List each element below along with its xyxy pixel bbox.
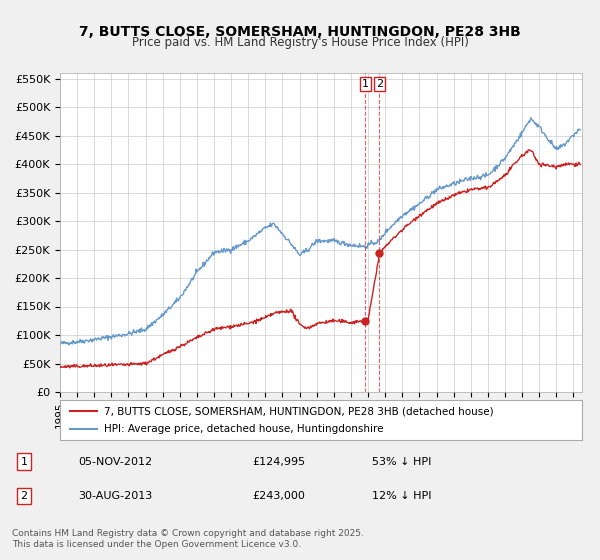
Text: Price paid vs. HM Land Registry's House Price Index (HPI): Price paid vs. HM Land Registry's House …	[131, 36, 469, 49]
Text: 7, BUTTS CLOSE, SOMERSHAM, HUNTINGDON, PE28 3HB (detached house): 7, BUTTS CLOSE, SOMERSHAM, HUNTINGDON, P…	[104, 407, 494, 417]
Text: £124,995: £124,995	[252, 457, 305, 467]
Text: £243,000: £243,000	[252, 491, 305, 501]
Text: 05-NOV-2012: 05-NOV-2012	[78, 457, 152, 467]
Text: 1: 1	[362, 79, 369, 89]
Text: 7, BUTTS CLOSE, SOMERSHAM, HUNTINGDON, PE28 3HB: 7, BUTTS CLOSE, SOMERSHAM, HUNTINGDON, P…	[79, 25, 521, 39]
Text: 12% ↓ HPI: 12% ↓ HPI	[372, 491, 431, 501]
Text: 53% ↓ HPI: 53% ↓ HPI	[372, 457, 431, 467]
Text: HPI: Average price, detached house, Huntingdonshire: HPI: Average price, detached house, Hunt…	[104, 423, 384, 433]
Text: Contains HM Land Registry data © Crown copyright and database right 2025.
This d: Contains HM Land Registry data © Crown c…	[12, 529, 364, 549]
Point	[361, 316, 370, 325]
Text: 1: 1	[20, 457, 28, 467]
Point	[374, 249, 384, 258]
Text: 2: 2	[20, 491, 28, 501]
Text: 30-AUG-2013: 30-AUG-2013	[78, 491, 152, 501]
Text: 2: 2	[376, 79, 383, 89]
